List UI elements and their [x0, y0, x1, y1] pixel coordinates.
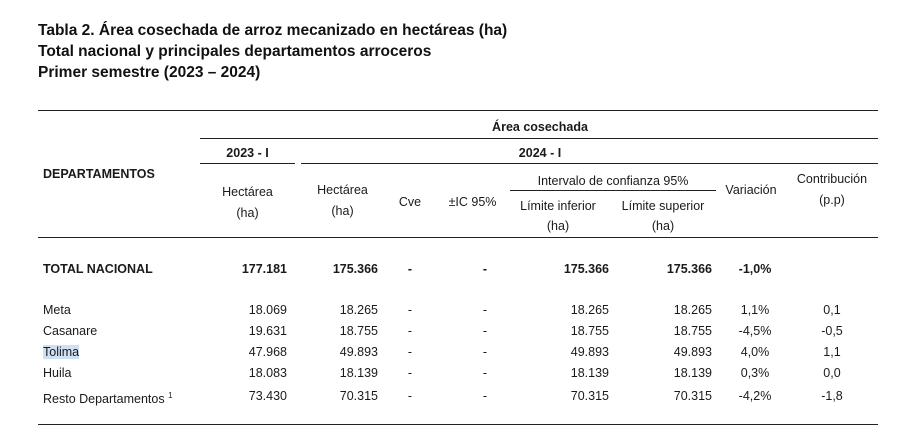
total-variacion: -1,0%: [738, 262, 772, 276]
row-ic: -: [482, 324, 488, 338]
row-ic: -: [482, 345, 488, 359]
table-title: Tabla 2. Área cosechada de arroz mecaniz…: [38, 22, 508, 39]
header-limite-superior: Límite superior: [621, 199, 705, 213]
period-2023-rule: [200, 163, 295, 164]
header-period-2024: 2024 - I: [518, 146, 562, 160]
row-limite-superior: 70.315: [673, 389, 712, 403]
header-pp: (p.p): [819, 193, 845, 207]
row-ha2023: 18.069: [248, 303, 287, 317]
header-ha-2023: (ha): [236, 206, 259, 220]
header-bottom-rule: [38, 237, 878, 238]
header-intervalo: Intervalo de confianza 95%: [537, 174, 689, 188]
total-limite-inferior: 175.366: [563, 262, 609, 276]
total-ha2024: 175.366: [332, 262, 378, 276]
row-ic: -: [482, 366, 488, 380]
header-limite-inferior: Límite inferior: [520, 199, 596, 213]
row-contribucion: -1,8: [821, 389, 843, 403]
header-limite-superior-ha: (ha): [651, 219, 675, 233]
intervalo-rule: [510, 190, 716, 191]
total-cve: -: [407, 262, 413, 276]
row-variacion: 0,3%: [740, 366, 770, 380]
header-ha-2024: (ha): [331, 204, 354, 218]
row-cve: -: [407, 303, 413, 317]
row-ic: -: [482, 303, 488, 317]
table-subtitle: Total nacional y principales departament…: [38, 43, 432, 60]
header-hectarea-2023: Hectárea: [222, 185, 273, 199]
header-period-2023: 2023 - I: [226, 146, 269, 160]
row-contribucion: -0,5: [821, 324, 843, 338]
row-label-highlight: Tolima: [43, 345, 80, 359]
row-cve: -: [407, 324, 413, 338]
row-ic: -: [482, 389, 488, 403]
row-ha2024: 70.315: [339, 389, 378, 403]
row-variacion: 4,0%: [740, 345, 770, 359]
row-ha2023: 18.083: [248, 366, 287, 380]
total-ha2023: 177.181: [241, 262, 287, 276]
total-ic: -: [482, 262, 488, 276]
footnote-marker: 1: [168, 391, 173, 400]
row-contribucion: 0,0: [823, 366, 841, 380]
row-limite-inferior: 49.893: [570, 345, 609, 359]
row-label-text: Resto Departamentos: [43, 392, 165, 406]
row-limite-inferior: 18.139: [570, 366, 609, 380]
row-limite-inferior: 18.755: [570, 324, 609, 338]
row-variacion: -4,2%: [738, 389, 772, 403]
header-variacion: Variación: [725, 183, 777, 197]
total-label: TOTAL NACIONAL: [43, 262, 153, 276]
row-variacion: -4,5%: [738, 324, 772, 338]
header-limite-inferior-ha: (ha): [546, 219, 570, 233]
header-area-cosechada: Área cosechada: [492, 120, 588, 134]
row-ha2023: 19.631: [248, 324, 287, 338]
period-2024-rule: [301, 163, 878, 164]
row-limite-superior: 18.265: [673, 303, 712, 317]
row-cve: -: [407, 389, 413, 403]
row-ha2024: 18.265: [339, 303, 378, 317]
row-cve: -: [407, 366, 413, 380]
header-ic95: ±IC 95%: [448, 195, 497, 209]
row-label: Resto Departamentos 1: [43, 388, 173, 407]
table-bottom-rule: [38, 424, 878, 425]
table-title-block: Tabla 2. Área cosechada de arroz mecaniz…: [38, 20, 507, 83]
row-limite-superior: 18.755: [673, 324, 712, 338]
row-label: Tolima: [43, 344, 80, 360]
row-limite-superior: 49.893: [673, 345, 712, 359]
row-variacion: 1,1%: [740, 303, 770, 317]
row-ha2024: 18.755: [339, 324, 378, 338]
row-cve: -: [407, 345, 413, 359]
row-label: Meta: [43, 303, 71, 317]
table-period: Primer semestre (2023 – 2024): [38, 64, 261, 81]
row-ha2023: 73.430: [248, 389, 287, 403]
header-cve: Cve: [398, 195, 422, 209]
row-contribucion: 1,1: [823, 345, 841, 359]
header-hectarea-2024: Hectárea: [317, 183, 368, 197]
row-limite-inferior: 70.315: [570, 389, 609, 403]
row-ha2023: 47.968: [248, 345, 287, 359]
row-limite-inferior: 18.265: [570, 303, 609, 317]
row-ha2024: 49.893: [339, 345, 378, 359]
area-cosechada-rule: [200, 138, 878, 139]
row-contribucion: 0,1: [823, 303, 841, 317]
row-label: Huila: [43, 366, 72, 380]
row-ha2024: 18.139: [339, 366, 378, 380]
row-limite-superior: 18.139: [673, 366, 712, 380]
table-top-rule: [38, 110, 878, 111]
total-limite-superior: 175.366: [666, 262, 712, 276]
header-departamentos: DEPARTAMENTOS: [43, 167, 155, 181]
header-contribucion: Contribución: [796, 172, 868, 186]
row-label: Casanare: [43, 324, 98, 338]
